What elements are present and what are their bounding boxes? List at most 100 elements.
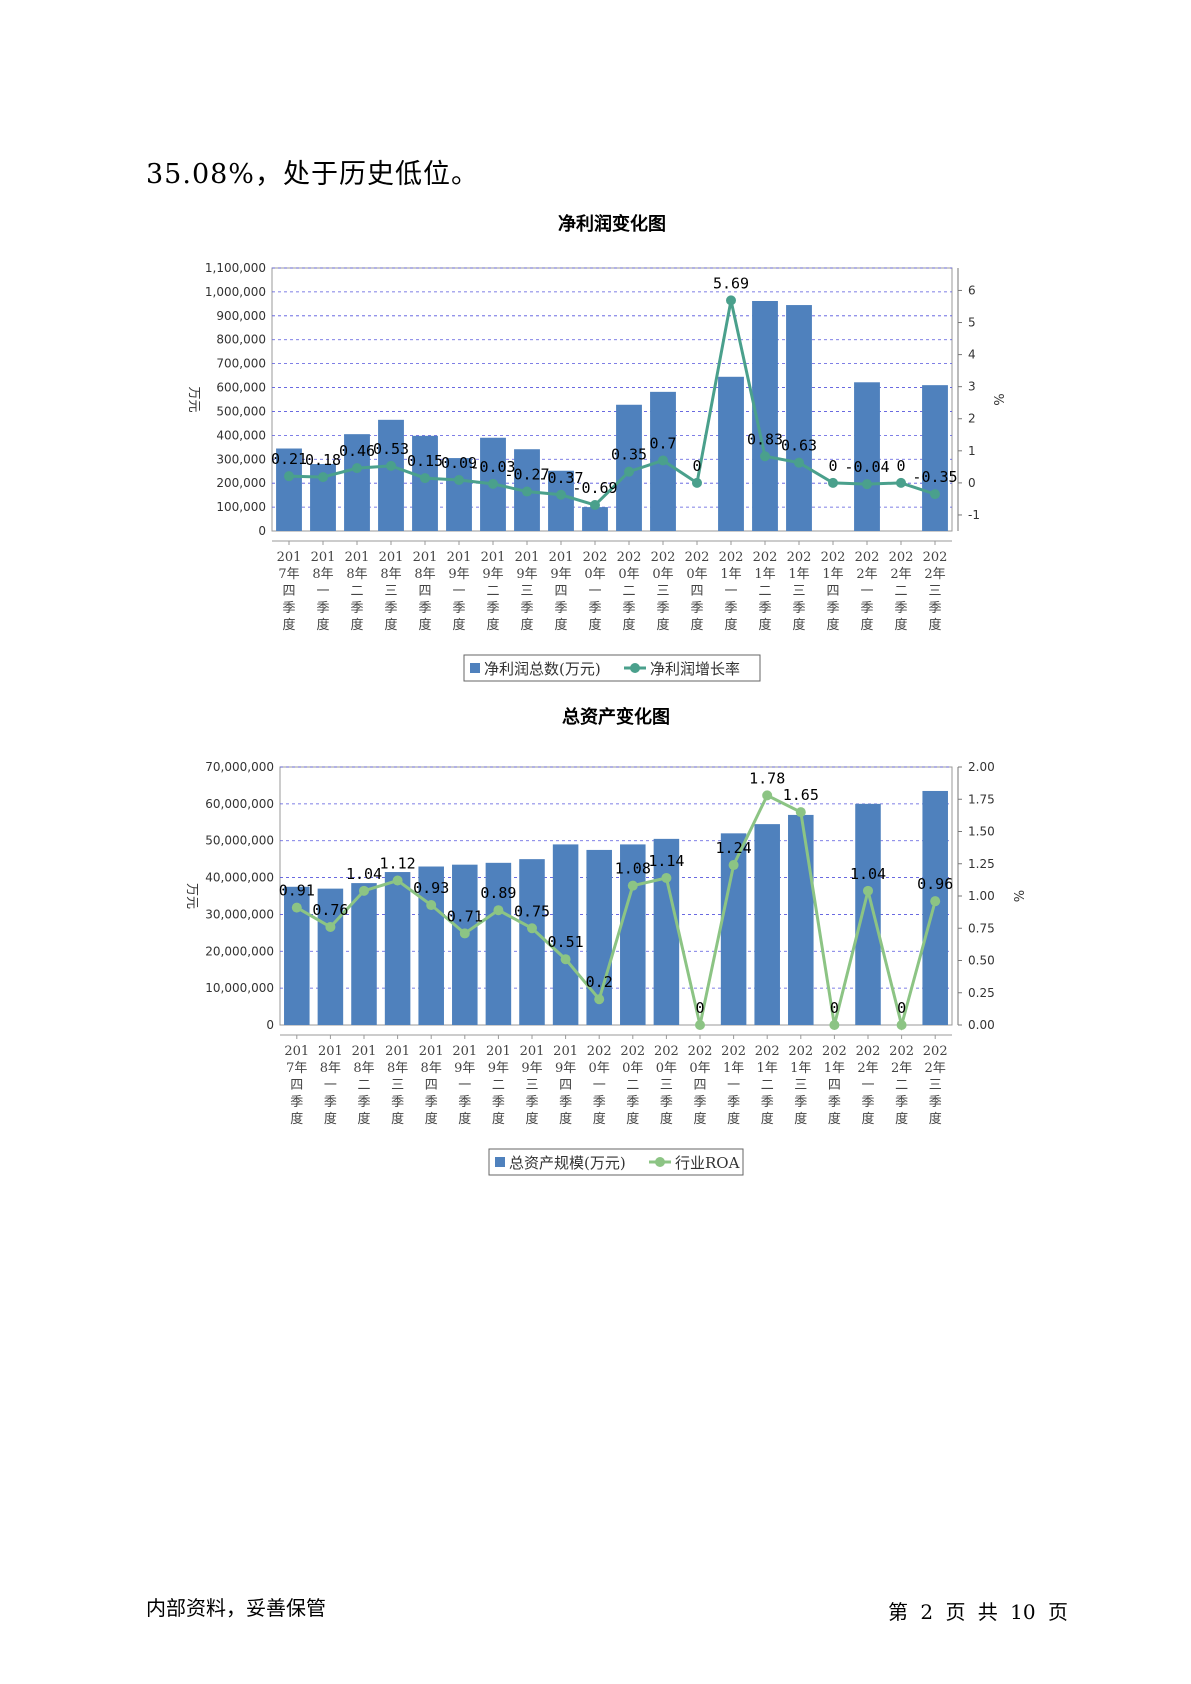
line-point bbox=[426, 900, 437, 911]
x-tick-label: 一 bbox=[860, 584, 873, 599]
x-tick-label: 一 bbox=[724, 584, 737, 599]
y-right-tick: 4 bbox=[968, 348, 976, 362]
x-tick-label: 202 bbox=[721, 1044, 746, 1059]
line-point bbox=[284, 471, 294, 482]
y-right-tick: 1.75 bbox=[968, 792, 995, 806]
y-right-tick: 1.00 bbox=[968, 889, 995, 903]
y-right-tick: 5 bbox=[968, 316, 976, 330]
x-tick-label: 二 bbox=[894, 584, 907, 599]
bar bbox=[317, 888, 344, 1025]
x-tick-label: 1年 bbox=[723, 1061, 744, 1076]
bar bbox=[922, 790, 948, 1025]
y-left-tick: 800,000 bbox=[216, 333, 266, 347]
data-label: 0 bbox=[896, 457, 905, 475]
x-tick-label: 一 bbox=[324, 1078, 337, 1093]
x-tick-label: 1年 bbox=[822, 567, 843, 582]
y-right-tick: 2 bbox=[968, 412, 976, 426]
x-tick-label: 0年 bbox=[656, 1061, 677, 1076]
line-point bbox=[560, 954, 571, 965]
line-point bbox=[291, 902, 302, 913]
x-tick-label: 202 bbox=[651, 550, 676, 565]
x-tick-label: 三 bbox=[792, 584, 805, 599]
y-left-tick: 1,100,000 bbox=[205, 261, 266, 275]
x-tick-label: 201 bbox=[549, 550, 574, 565]
x-tick-label: 0年 bbox=[689, 1061, 710, 1076]
x-tick-label: 四 bbox=[290, 1078, 303, 1093]
data-label: 0 bbox=[830, 999, 839, 1017]
data-label: 0.83 bbox=[747, 430, 783, 448]
x-tick-label: 201 bbox=[452, 1044, 477, 1059]
x-tick-label: 201 bbox=[345, 550, 370, 565]
x-tick-label: 8年 bbox=[414, 567, 435, 582]
data-label: 1.24 bbox=[716, 839, 752, 857]
data-label: 0.63 bbox=[781, 437, 817, 455]
x-tick-label: 二 bbox=[895, 1078, 908, 1093]
x-tick-label: 202 bbox=[889, 550, 914, 565]
line-point bbox=[318, 472, 328, 483]
intro-text: 35.08%，处于历史低位。 bbox=[146, 159, 479, 190]
y-right-tick: 1 bbox=[968, 444, 976, 458]
x-tick-label: 1年 bbox=[754, 567, 775, 582]
data-label: 1.04 bbox=[346, 865, 382, 883]
x-tick-label: 202 bbox=[822, 1044, 847, 1059]
line-point bbox=[726, 295, 736, 306]
x-tick-label: 一 bbox=[727, 1078, 740, 1093]
y-left-tick: 0 bbox=[266, 1018, 274, 1032]
x-tick-label: 季 bbox=[324, 1095, 337, 1110]
data-label: 0 bbox=[828, 457, 837, 475]
x-tick-label: 度 bbox=[826, 617, 839, 633]
y-left-label: 万元 bbox=[184, 883, 199, 909]
bar bbox=[582, 507, 608, 531]
x-tick-label: 2年 bbox=[890, 567, 911, 582]
line-point bbox=[594, 994, 605, 1005]
plot-area bbox=[279, 766, 953, 1026]
x-tick-label: 季 bbox=[724, 601, 737, 616]
y-right-tick: 1.25 bbox=[968, 857, 995, 871]
x-tick-label: 201 bbox=[385, 1044, 410, 1059]
data-label: 0.15 bbox=[407, 452, 443, 470]
x-tick-label: 2年 bbox=[924, 567, 945, 582]
bar bbox=[855, 803, 881, 1025]
x-tick-label: 季 bbox=[593, 1095, 606, 1110]
x-tick-label: 一 bbox=[861, 1078, 874, 1093]
y-right-label: % bbox=[990, 393, 1005, 405]
bar bbox=[653, 838, 680, 1025]
x-tick-label: 二 bbox=[357, 1078, 370, 1093]
x-tick-label: 201 bbox=[553, 1044, 578, 1059]
data-label: 1.14 bbox=[648, 852, 684, 870]
x-tick-label: 季 bbox=[525, 1095, 538, 1110]
x-tick-label: 二 bbox=[758, 584, 771, 599]
x-tick-label: 度 bbox=[458, 1111, 471, 1127]
x-tick-label: 7年 bbox=[286, 1061, 307, 1076]
x-tick-label: 季 bbox=[384, 601, 397, 616]
line-point bbox=[658, 455, 668, 466]
x-tick-label: 度 bbox=[761, 1111, 774, 1127]
x-tick-label: 度 bbox=[929, 1111, 942, 1127]
line-point bbox=[459, 928, 470, 939]
x-tick-label: 度 bbox=[861, 1111, 874, 1127]
x-tick-label: 度 bbox=[792, 617, 805, 633]
x-tick-label: 季 bbox=[418, 601, 431, 616]
data-label: 0.35 bbox=[611, 446, 647, 464]
y-right-tick: 2.00 bbox=[968, 760, 995, 774]
data-label: 0.09 bbox=[441, 454, 477, 472]
x-tick-label: 8年 bbox=[387, 1061, 408, 1076]
data-label: 1.12 bbox=[380, 855, 416, 873]
y-right-tick: 6 bbox=[968, 283, 976, 297]
x-tick-label: 一 bbox=[593, 1078, 606, 1093]
y-left-tick: 50,000,000 bbox=[205, 834, 274, 848]
x-tick-label: 一 bbox=[588, 584, 601, 599]
x-tick-label: 季 bbox=[588, 601, 601, 616]
bar bbox=[620, 844, 646, 1025]
legend-label: 行业ROA bbox=[675, 1154, 740, 1172]
x-tick-label: 度 bbox=[452, 617, 465, 633]
x-tick-label: 度 bbox=[391, 1111, 404, 1127]
data-label: 0.46 bbox=[339, 442, 375, 460]
x-tick-label: 201 bbox=[284, 1044, 309, 1059]
bar bbox=[351, 883, 377, 1025]
bar bbox=[412, 435, 438, 531]
bar bbox=[922, 385, 948, 531]
x-tick-label: 1年 bbox=[824, 1061, 845, 1076]
y-right-tick: 0 bbox=[968, 476, 976, 490]
x-tick-label: 0年 bbox=[686, 567, 707, 582]
